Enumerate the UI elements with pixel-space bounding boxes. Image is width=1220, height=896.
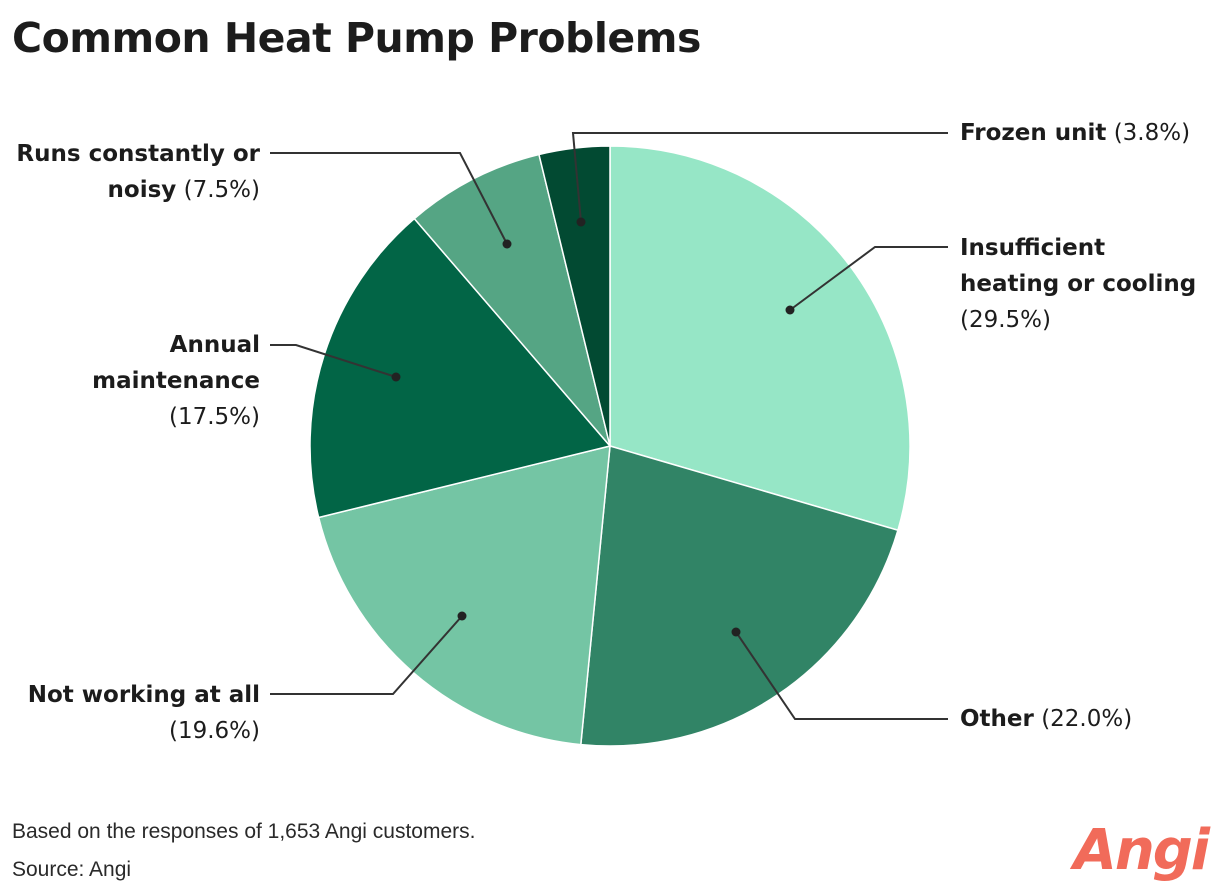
label-runs: Runs constantly or noisy (7.5%) bbox=[16, 136, 260, 208]
label-insufficient-line2: heating or cooling bbox=[960, 271, 1197, 297]
leader-line-runs bbox=[270, 152, 508, 245]
label-insufficient-line1: Insufficient bbox=[960, 235, 1106, 261]
pie-slices bbox=[309, 145, 911, 747]
label-not-working-pct: (19.6%) bbox=[168, 718, 260, 744]
leader-dot-not-working bbox=[457, 611, 467, 621]
angi-logo: Angi bbox=[1073, 818, 1210, 883]
label-runs-line2: noisy bbox=[107, 177, 177, 203]
leader-dot-frozen bbox=[576, 217, 586, 227]
label-annual-line2: maintenance bbox=[92, 368, 260, 394]
label-other-name: Other bbox=[960, 706, 1034, 732]
leader-dot-insufficient bbox=[785, 305, 795, 315]
label-annual: Annual maintenance (17.5%) bbox=[92, 327, 260, 435]
label-not-working-name: Not working at all bbox=[27, 682, 260, 708]
label-annual-line1: Annual bbox=[169, 332, 260, 358]
label-frozen-pct: (3.8%) bbox=[1113, 120, 1191, 146]
footnote-source: Source: Angi bbox=[12, 858, 132, 881]
leader-line-not-working bbox=[270, 615, 463, 695]
leader-line-frozen bbox=[571, 132, 948, 223]
label-other: Other (22.0%) bbox=[960, 701, 1132, 737]
leader-line-other bbox=[735, 631, 948, 720]
leader-dot-other bbox=[731, 627, 741, 637]
label-insufficient: Insufficient heating or cooling (29.5%) bbox=[960, 230, 1196, 338]
leader-dot-annual bbox=[391, 372, 401, 382]
chart-title: Common Heat Pump Problems bbox=[12, 14, 701, 62]
leader-dots bbox=[391, 217, 795, 637]
label-runs-line1: Runs constantly or bbox=[16, 141, 260, 167]
footnote-note: Based on the responses of 1,653 Angi cus… bbox=[12, 820, 476, 843]
label-runs-pct: (7.5%) bbox=[183, 177, 260, 203]
label-frozen-name: Frozen unit bbox=[960, 120, 1107, 146]
label-annual-pct: (17.5%) bbox=[168, 404, 260, 430]
leader-line-annual bbox=[270, 344, 397, 378]
label-frozen: Frozen unit (3.8%) bbox=[960, 115, 1190, 151]
label-insufficient-pct: (29.5%) bbox=[960, 307, 1052, 333]
pie-slice-not-working-at-all bbox=[317, 445, 611, 746]
leader-dot-runs bbox=[502, 239, 512, 249]
leader-line-insufficient bbox=[789, 246, 948, 311]
leader-lines bbox=[270, 132, 948, 720]
label-not-working: Not working at all (19.6%) bbox=[28, 677, 260, 749]
label-other-pct: (22.0%) bbox=[1041, 706, 1133, 732]
